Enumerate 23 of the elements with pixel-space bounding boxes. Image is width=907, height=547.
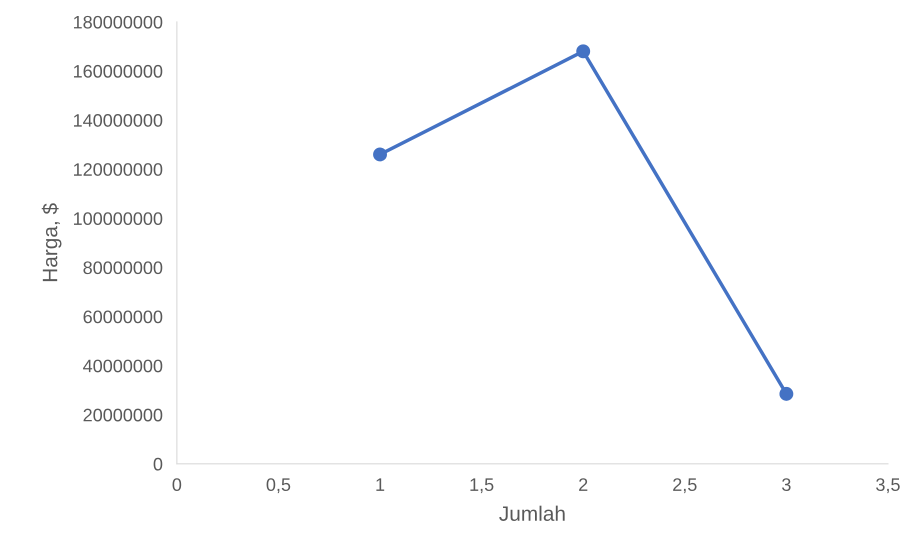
y-tick-label: 60000000 bbox=[84, 310, 162, 324]
x-tick-label: 2,5 bbox=[673, 478, 697, 494]
y-tick-label: 160000000 bbox=[74, 64, 162, 78]
point bbox=[779, 386, 794, 401]
y-tick-label: 40000000 bbox=[83, 360, 162, 372]
x-axis-title: Jumlah bbox=[499, 506, 565, 521]
x-tick-label: 3 bbox=[782, 478, 791, 492]
point bbox=[373, 148, 387, 162]
point bbox=[576, 44, 590, 58]
x-tick-label: 0 bbox=[172, 478, 182, 492]
x-tick-label: 0,5 bbox=[266, 478, 290, 494]
x-tick-label: 3,5 bbox=[876, 478, 900, 494]
y-axis-title: Harga, $ bbox=[42, 203, 62, 282]
y-tick-label: 120000000 bbox=[74, 163, 162, 176]
x-tick-label: 1,5 bbox=[470, 478, 494, 494]
y-tick-label: 80000000 bbox=[83, 261, 162, 274]
y-tick-label: 140000000 bbox=[74, 114, 162, 127]
y-tick-label: 100000000 bbox=[74, 212, 162, 226]
y-tick-label: 0 bbox=[154, 458, 162, 471]
y-tick-label: 180000000 bbox=[74, 16, 162, 29]
x-tick-label: 1 bbox=[376, 478, 384, 491]
x-tick-label: 2 bbox=[579, 478, 588, 491]
y-tick-label: 20000000 bbox=[84, 408, 162, 422]
